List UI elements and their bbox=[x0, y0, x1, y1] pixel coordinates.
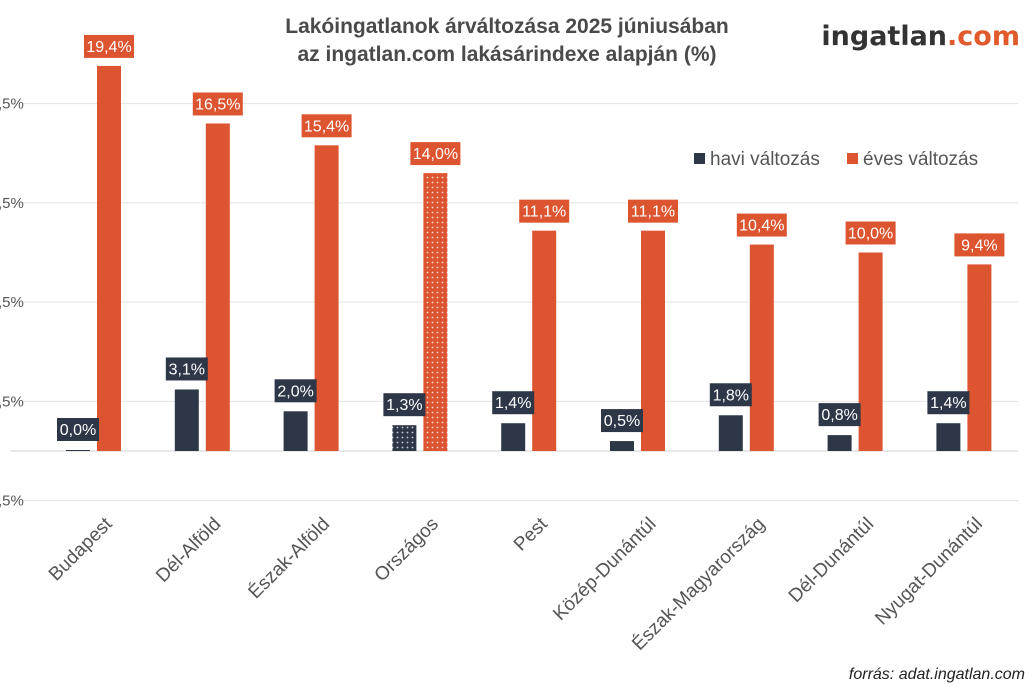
source-note: forrás: adat.ingatlan.com bbox=[849, 666, 1025, 683]
legend: havi változás éves változás bbox=[694, 149, 978, 170]
data-label-eves-0: 19,4% bbox=[86, 39, 131, 56]
data-label-eves-5: 11,1% bbox=[631, 204, 675, 221]
label-box-havi-7 bbox=[818, 403, 861, 427]
bar-havi-3 bbox=[392, 425, 417, 451]
x-tick-label-4: Pest bbox=[510, 513, 552, 555]
bar-eves-6 bbox=[749, 244, 774, 451]
legend-swatch-havi bbox=[694, 153, 705, 164]
y-tick-label: ,5% bbox=[0, 195, 24, 212]
bar-havi-5 bbox=[610, 441, 634, 451]
label-box-havi-1 bbox=[165, 357, 208, 381]
label-box-eves-8 bbox=[954, 233, 1005, 257]
data-label-eves-4: 11,1% bbox=[522, 204, 566, 221]
bar-havi-1 bbox=[174, 389, 199, 451]
label-box-havi-0 bbox=[57, 418, 99, 441]
chart-title-line1: Lakóingatlanok árváltozása 2025 júniusáb… bbox=[285, 15, 729, 38]
x-tick-label-7: Dél-Dunántúl bbox=[785, 514, 878, 607]
legend-swatch-eves bbox=[847, 153, 858, 164]
data-label-eves-3: 14,0% bbox=[413, 146, 458, 163]
data-labels: 0,0% 19,4% 3,1% 16,5% 2,0% 15,4% 1,3% 14,0% 1,4%… bbox=[57, 34, 1005, 441]
y-tick-label: ,5% bbox=[0, 96, 24, 113]
data-label-havi-7: 0,8% bbox=[821, 407, 857, 424]
label-box-eves-2 bbox=[301, 114, 352, 138]
x-tick-label-2: Észak-Alföld bbox=[245, 514, 335, 604]
chart-title-line2: az ingatlan.com lakásárindexe alapján (%… bbox=[298, 43, 717, 66]
brand-logo: ingatlan.com bbox=[821, 21, 1020, 52]
bar-havi-0 bbox=[66, 450, 90, 451]
bar-eves-2 bbox=[314, 145, 339, 451]
bar-havi-7 bbox=[827, 435, 852, 451]
label-box-eves-3 bbox=[410, 142, 461, 166]
bars bbox=[66, 65, 992, 451]
x-tick-label-0: Budapest bbox=[45, 513, 117, 585]
data-label-havi-5: 0,5% bbox=[604, 413, 640, 430]
y-tick-label: ,5% bbox=[0, 294, 24, 311]
y-tick-label: ,5% bbox=[0, 393, 24, 410]
data-label-eves-7: 10,0% bbox=[848, 226, 893, 243]
data-label-havi-0: 0,0% bbox=[60, 422, 96, 439]
brand-domain: .com bbox=[947, 21, 1020, 52]
data-label-eves-8: 9,4% bbox=[961, 237, 997, 254]
label-box-eves-4 bbox=[519, 199, 570, 223]
data-label-havi-4: 1,4% bbox=[495, 395, 531, 412]
data-label-eves-2: 15,4% bbox=[304, 118, 349, 135]
x-tick-label-1: Dél-Alföld bbox=[152, 514, 225, 587]
label-box-havi-5 bbox=[601, 409, 643, 433]
x-tick-label-3: Országos bbox=[371, 514, 443, 586]
y-tick-label: ,5% bbox=[0, 493, 24, 510]
bar-eves-7 bbox=[858, 252, 883, 451]
x-axis: Budapest Dél-Alföld Észak-Alföld Országos Pe… bbox=[45, 513, 987, 655]
x-tick-label-8: Nyugat-Dunántúl bbox=[871, 514, 987, 630]
legend-label-havi: havi változás bbox=[710, 149, 820, 170]
data-label-havi-6: 1,8% bbox=[713, 387, 749, 404]
bar-havi-8 bbox=[936, 423, 961, 451]
bar-eves-3 bbox=[423, 173, 448, 451]
bar-havi-4 bbox=[501, 423, 526, 451]
data-label-havi-8: 1,4% bbox=[930, 395, 966, 412]
data-label-havi-3: 1,3% bbox=[386, 397, 422, 414]
legend-label-eves: éves változás bbox=[863, 149, 978, 170]
label-box-eves-1 bbox=[192, 92, 243, 116]
data-label-eves-6: 10,4% bbox=[739, 218, 784, 235]
label-box-havi-3 bbox=[383, 393, 426, 417]
bar-havi-2 bbox=[283, 411, 308, 451]
label-box-eves-6 bbox=[736, 213, 787, 237]
data-label-havi-2: 2,0% bbox=[277, 383, 313, 400]
label-box-eves-7 bbox=[845, 221, 896, 245]
data-label-eves-1: 16,5% bbox=[195, 96, 240, 113]
bar-eves-5 bbox=[641, 230, 665, 451]
label-box-eves-5 bbox=[628, 199, 678, 223]
label-box-havi-4 bbox=[492, 391, 535, 415]
label-box-havi-2 bbox=[274, 379, 317, 403]
brand-name: ingatlan bbox=[821, 21, 947, 52]
bar-eves-1 bbox=[205, 123, 230, 451]
label-box-eves-0 bbox=[84, 34, 134, 58]
bar-eves-0 bbox=[97, 65, 121, 451]
data-label-havi-1: 3,1% bbox=[169, 361, 205, 378]
label-box-havi-6 bbox=[709, 383, 752, 407]
label-box-havi-8 bbox=[927, 391, 970, 415]
bar-eves-4 bbox=[532, 230, 557, 451]
bar-eves-8 bbox=[967, 264, 992, 451]
x-tick-label-5: Közép-Dunántúl bbox=[549, 514, 660, 625]
bar-havi-6 bbox=[718, 415, 743, 451]
